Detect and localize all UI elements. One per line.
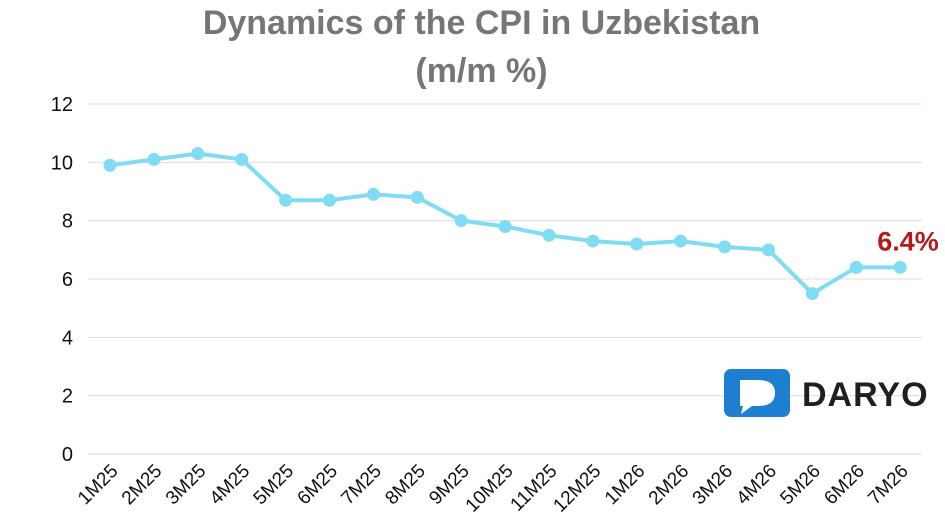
y-tick-label: 12: [51, 94, 73, 116]
data-point: [279, 193, 293, 207]
last-value-annotation: 6.4%: [877, 226, 939, 256]
series-points: [103, 147, 907, 301]
data-point: [718, 240, 732, 254]
chart-title: Dynamics of the CPI in Uzbekistan: [202, 4, 761, 42]
data-point: [586, 234, 600, 248]
y-tick-label: 8: [62, 211, 73, 233]
x-tick-label: 3M25: [162, 461, 210, 509]
data-point: [235, 152, 249, 166]
daryo-logo: DARYO: [724, 369, 929, 417]
data-point: [498, 220, 512, 233]
data-point: [630, 237, 644, 251]
x-tick-label: 5M26: [776, 461, 824, 509]
data-point: [147, 152, 161, 166]
data-point: [762, 243, 775, 257]
data-point: [893, 260, 907, 274]
x-tick-label: 6M26: [820, 461, 868, 509]
x-tick-label: 11M25: [507, 461, 562, 516]
x-tick-label: 8M25: [381, 461, 429, 509]
y-tick-label: 2: [62, 386, 73, 408]
data-point: [366, 187, 380, 201]
data-point: [191, 147, 205, 161]
x-tick-label: 1M25: [74, 461, 122, 509]
x-tick-label: 5M25: [250, 461, 298, 509]
x-axis-ticks: 1M252M253M254M255M256M257M258M259M2510M2…: [74, 461, 913, 517]
y-axis-ticks: 0 2 4 6 8 10 12: [51, 94, 73, 466]
x-tick-label: 7M25: [337, 461, 385, 509]
data-point: [674, 234, 688, 248]
gridlines: [88, 103, 922, 455]
x-tick-label: 2M25: [118, 461, 166, 509]
x-tick-label: 1M26: [601, 461, 649, 509]
data-point: [454, 214, 468, 228]
x-tick-label: 6M25: [294, 461, 342, 509]
daryo-speech-bubble-icon: [724, 369, 790, 417]
y-tick-label: 4: [62, 327, 73, 349]
x-tick-label: 4M25: [206, 461, 254, 509]
data-point: [103, 158, 117, 172]
y-tick-label: 10: [51, 152, 73, 174]
chart-subtitle: (m/m %): [415, 52, 548, 90]
data-point: [805, 287, 819, 301]
data-point: [410, 190, 424, 204]
x-tick-label: 10M25: [462, 461, 518, 517]
x-tick-label: 7M26: [864, 461, 912, 509]
y-tick-label: 6: [62, 269, 73, 291]
x-tick-label: 3M26: [689, 461, 737, 509]
logo-text: DARYO: [802, 376, 929, 414]
data-point: [323, 193, 336, 207]
data-point: [542, 228, 556, 242]
x-tick-label: 12M25: [549, 461, 605, 517]
x-tick-label: 2M26: [645, 461, 693, 509]
data-point: [849, 260, 863, 274]
y-tick-label: 0: [62, 444, 73, 466]
x-tick-label: 4M26: [733, 461, 781, 509]
